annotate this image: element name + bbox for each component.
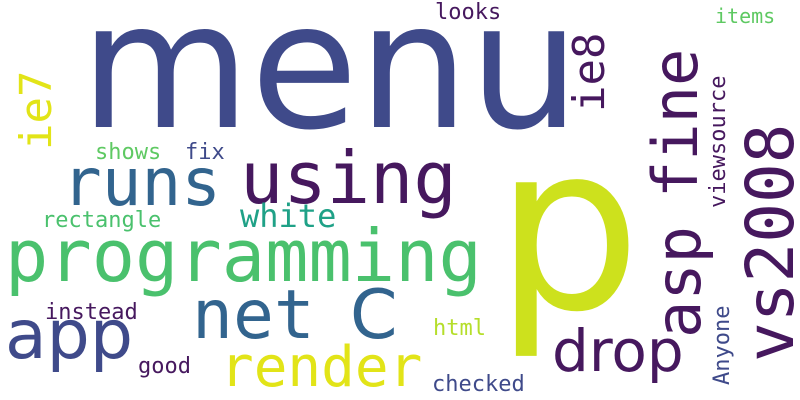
word-ie7: ie7 (11, 70, 62, 150)
word-checked: checked (432, 372, 525, 397)
word-runs: runs (62, 144, 221, 221)
word-app: app (5, 296, 133, 375)
word-looks: looks (435, 0, 502, 25)
word-html: html (433, 316, 486, 341)
word-fix: fix (185, 140, 225, 165)
word-render: render (220, 335, 423, 400)
word-rectangle: rectangle (42, 208, 162, 233)
word-items: items (715, 4, 776, 28)
word-programming: programming (5, 214, 482, 298)
word-good: good (138, 354, 191, 379)
word-p: p (495, 96, 641, 363)
word-drop: drop (552, 317, 684, 385)
word-instead: instead (45, 300, 138, 325)
word-c: C (350, 276, 398, 355)
word-viewsource: viewsource (706, 75, 731, 208)
word-using: using (240, 136, 457, 220)
word-fine: fine (639, 48, 712, 198)
word-ie8: ie8 (564, 32, 615, 112)
word-net: net (192, 276, 315, 355)
word-vs2008: vs2008 (732, 123, 800, 362)
word-white: white (240, 197, 337, 235)
word-asp: asp (642, 226, 715, 338)
word-anyone: Anyone (710, 305, 735, 385)
word-shows: shows (95, 140, 162, 165)
word-menu: menu (80, 0, 580, 169)
